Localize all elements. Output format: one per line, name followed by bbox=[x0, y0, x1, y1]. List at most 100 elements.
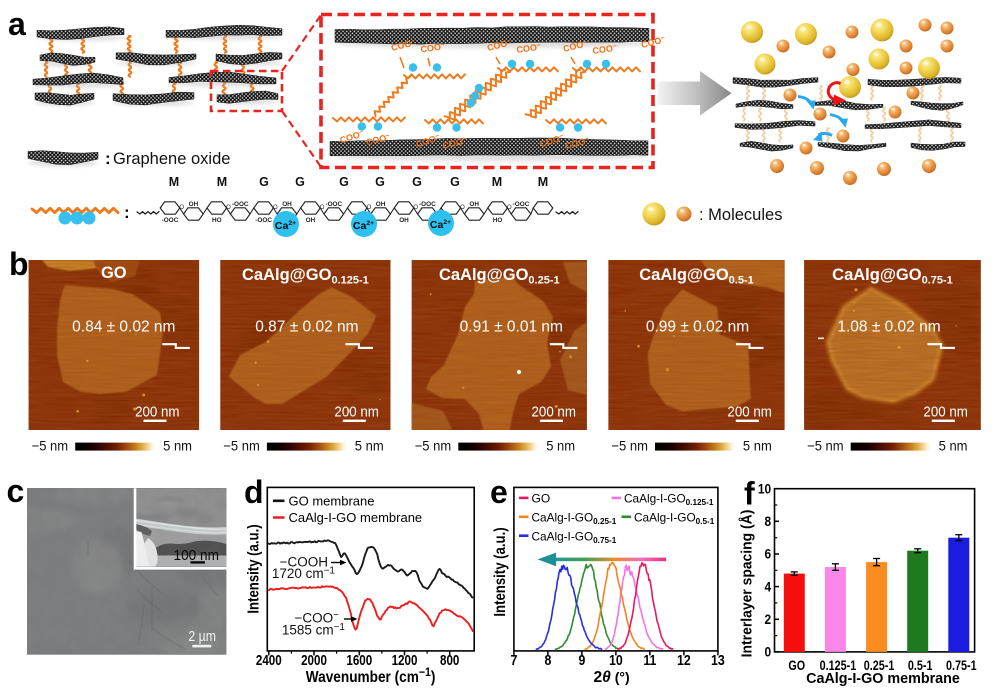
svg-text:CaAlg-I-GO0.5-1: CaAlg-I-GO0.5-1 bbox=[634, 510, 715, 526]
svg-text:b: b bbox=[9, 246, 29, 282]
svg-text:-OOC: -OOC bbox=[162, 217, 179, 224]
svg-text:M: M bbox=[169, 175, 179, 189]
svg-text:8: 8 bbox=[764, 513, 771, 529]
svg-text:Wavenumber (cm−1): Wavenumber (cm−1) bbox=[306, 666, 436, 686]
svg-text:0: 0 bbox=[764, 644, 771, 660]
svg-text:200 nm: 200 nm bbox=[532, 403, 576, 420]
svg-text:O: O bbox=[226, 205, 231, 211]
svg-text:G: G bbox=[339, 175, 349, 189]
svg-text:1585 cm−1: 1585 cm−1 bbox=[282, 622, 346, 638]
svg-text:G: G bbox=[259, 175, 269, 189]
svg-text:200 nm: 200 nm bbox=[135, 403, 179, 420]
svg-text:M: M bbox=[538, 175, 548, 189]
svg-text:0.84 ± 0.02 nm: 0.84 ± 0.02 nm bbox=[72, 319, 175, 336]
svg-text::: : bbox=[124, 203, 130, 222]
svg-text:GO: GO bbox=[788, 658, 805, 673]
svg-text:5 nm: 5 nm bbox=[355, 438, 384, 454]
svg-text:−COOH: −COOH bbox=[280, 555, 328, 570]
svg-text:9: 9 bbox=[578, 652, 585, 668]
svg-text:−5 nm: −5 nm bbox=[611, 438, 648, 454]
svg-text:c: c bbox=[7, 473, 25, 509]
svg-text:HO: HO bbox=[212, 217, 222, 224]
svg-text:0.5-1: 0.5-1 bbox=[908, 658, 933, 673]
svg-text:O: O bbox=[367, 205, 372, 211]
svg-text:G: G bbox=[375, 175, 385, 189]
svg-text:200 nm: 200 nm bbox=[727, 403, 771, 420]
svg-text:e: e bbox=[490, 474, 508, 510]
svg-text:O: O bbox=[507, 205, 512, 211]
svg-text:5 nm: 5 nm bbox=[163, 438, 192, 454]
svg-text:-OOC: -OOC bbox=[419, 201, 436, 208]
svg-text:OH: OH bbox=[306, 217, 316, 224]
svg-text:10: 10 bbox=[758, 480, 771, 496]
svg-text:O: O bbox=[460, 205, 465, 211]
svg-text:6: 6 bbox=[764, 546, 771, 562]
svg-text:−5 nm: −5 nm bbox=[807, 438, 844, 454]
svg-text::: : bbox=[105, 149, 111, 168]
svg-text:O: O bbox=[413, 205, 418, 211]
svg-text:0.87 ± 0.02 nm: 0.87 ± 0.02 nm bbox=[255, 319, 358, 336]
svg-text:0.75-1: 0.75-1 bbox=[946, 658, 977, 673]
svg-text:2000: 2000 bbox=[301, 652, 327, 669]
svg-text:COO−: COO− bbox=[420, 41, 446, 54]
svg-text:8: 8 bbox=[544, 652, 551, 668]
svg-text:5 nm: 5 nm bbox=[546, 438, 575, 454]
svg-text:COO−: COO− bbox=[592, 43, 618, 56]
svg-text:G: G bbox=[412, 175, 422, 189]
svg-text:M: M bbox=[492, 175, 502, 189]
svg-text:-OOC: -OOC bbox=[325, 201, 342, 208]
svg-text:OH: OH bbox=[189, 201, 199, 208]
svg-text:Intensity (a.u.): Intensity (a.u.) bbox=[492, 527, 509, 616]
svg-text:G: G bbox=[295, 175, 305, 189]
svg-text:2: 2 bbox=[764, 611, 771, 627]
svg-text:OH: OH bbox=[376, 201, 386, 208]
svg-text:-OOC: -OOC bbox=[255, 217, 272, 224]
svg-text:13: 13 bbox=[711, 652, 725, 668]
svg-text:GO membrane: GO membrane bbox=[289, 494, 375, 509]
svg-text:1600: 1600 bbox=[346, 652, 372, 669]
svg-text:1.08 ± 0.02 nm: 1.08 ± 0.02 nm bbox=[837, 319, 940, 336]
svg-text:f: f bbox=[744, 476, 755, 512]
svg-text:G: G bbox=[450, 175, 460, 189]
svg-text:11: 11 bbox=[643, 652, 656, 668]
svg-text:−5 nm: −5 nm bbox=[223, 438, 260, 454]
svg-text:O: O bbox=[273, 205, 278, 211]
svg-text:HO: HO bbox=[493, 217, 503, 224]
svg-text:O: O bbox=[179, 205, 184, 211]
svg-text:4: 4 bbox=[764, 578, 771, 594]
svg-text:7: 7 bbox=[510, 652, 517, 668]
svg-text:CaAlg-I-GO membrane: CaAlg-I-GO membrane bbox=[806, 671, 960, 687]
svg-text:5 nm: 5 nm bbox=[939, 438, 968, 454]
svg-text:-OOC: -OOC bbox=[513, 201, 530, 208]
svg-text:12: 12 bbox=[677, 652, 691, 668]
svg-text:1720 cm−1: 1720 cm−1 bbox=[272, 566, 336, 582]
svg-text:Intensity (a.u.): Intensity (a.u.) bbox=[246, 524, 263, 613]
svg-text:2 µm: 2 µm bbox=[188, 628, 216, 644]
svg-text:5 nm: 5 nm bbox=[743, 438, 772, 454]
svg-text:−5 nm: −5 nm bbox=[415, 438, 452, 454]
svg-text:GO: GO bbox=[101, 264, 127, 282]
svg-text:Graphene oxide: Graphene oxide bbox=[113, 150, 230, 168]
svg-text:2400: 2400 bbox=[256, 652, 282, 669]
svg-text:0.99 ± 0.02 nm: 0.99 ± 0.02 nm bbox=[646, 319, 749, 336]
svg-text:: Molecules: : Molecules bbox=[699, 206, 782, 224]
svg-text:200 nm: 200 nm bbox=[334, 403, 378, 420]
svg-text:0.25-1: 0.25-1 bbox=[864, 658, 895, 673]
svg-text:0.91 ± 0.01 nm: 0.91 ± 0.01 nm bbox=[460, 319, 563, 336]
svg-text:−COO−: −COO− bbox=[295, 610, 340, 626]
svg-text:10: 10 bbox=[609, 652, 623, 668]
svg-text:-OOC: -OOC bbox=[232, 201, 249, 208]
svg-text:M: M bbox=[217, 175, 227, 189]
svg-text:CaAlg@GO0.5-1: CaAlg@GO0.5-1 bbox=[639, 266, 754, 287]
svg-text:2θ (°): 2θ (°) bbox=[594, 669, 630, 686]
svg-text:COO−: COO− bbox=[516, 42, 542, 55]
svg-text:200 nm: 200 nm bbox=[923, 403, 967, 420]
svg-text:800: 800 bbox=[440, 652, 459, 669]
svg-text:0.125-1: 0.125-1 bbox=[820, 658, 857, 673]
svg-text:Intrerlayer spacing (Å): Intrerlayer spacing (Å) bbox=[738, 509, 755, 657]
svg-text:O: O bbox=[320, 205, 325, 211]
svg-text:1200: 1200 bbox=[392, 652, 418, 669]
svg-text:CaAlg-I-GO membrane: CaAlg-I-GO membrane bbox=[289, 510, 423, 525]
svg-text:100 nm: 100 nm bbox=[174, 546, 219, 562]
svg-text:−5 nm: −5 nm bbox=[32, 438, 69, 454]
